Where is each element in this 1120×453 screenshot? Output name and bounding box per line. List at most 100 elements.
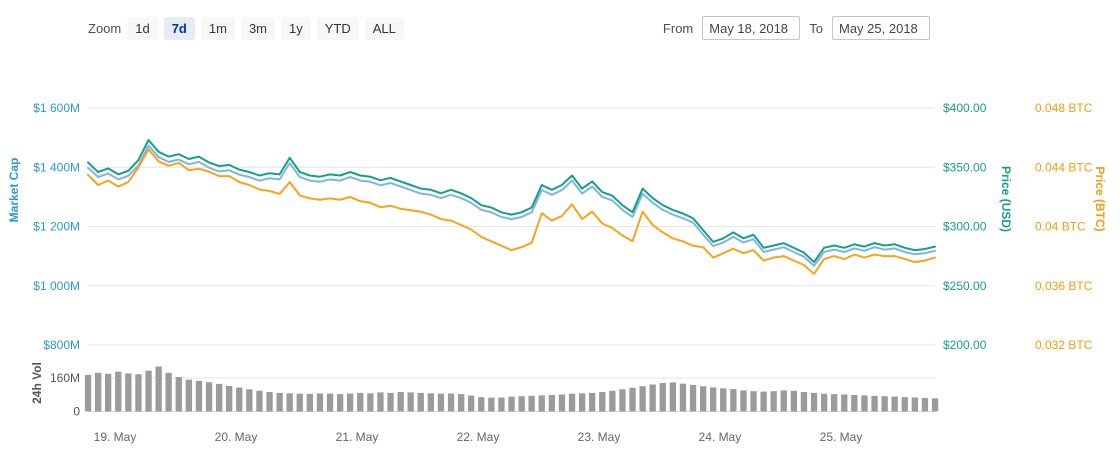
volume-bar	[871, 395, 878, 412]
volume-bar	[649, 384, 656, 412]
volume-bar	[498, 397, 505, 412]
x-tick-label: 21. May	[336, 430, 379, 444]
volume-bar	[256, 390, 263, 412]
price-usd-axis-title: Price (USD)	[999, 165, 1013, 233]
market-cap-tick-label: $1 200M	[33, 220, 80, 234]
price-btc-tick-label: 0.044 BTC	[1035, 160, 1093, 174]
volume-bar	[901, 397, 908, 412]
volume-bar	[518, 396, 525, 412]
volume-bar	[175, 377, 182, 412]
volume-bar	[115, 371, 122, 412]
volume-bar	[306, 393, 313, 412]
volume-bar	[417, 392, 424, 412]
price-btc-line	[87, 148, 936, 275]
volume-bar	[357, 392, 364, 412]
volume-bar	[629, 387, 636, 412]
volume-bar	[266, 392, 273, 412]
market-cap-tick-label: $1 600M	[33, 101, 80, 115]
x-tick-label: 19. May	[94, 430, 137, 444]
zoom-button-ytd[interactable]: YTD	[316, 16, 359, 40]
volume-bar	[246, 389, 253, 412]
volume-bar	[205, 382, 213, 412]
volume-bar	[105, 373, 112, 412]
x-tick-label: 22. May	[457, 430, 500, 444]
volume-bar	[609, 390, 616, 412]
from-date-input[interactable]	[702, 16, 801, 40]
volume-bar	[558, 394, 566, 412]
volume-bar	[397, 392, 404, 412]
volume-bar	[548, 395, 555, 412]
zoom-button-3m[interactable]: 3m	[240, 16, 275, 40]
price-usd-tick-label: $200.00	[943, 338, 987, 352]
x-tick-label: 23. May	[578, 430, 621, 444]
zoom-label: Zoom	[88, 20, 122, 36]
24h-vol-bars	[84, 366, 939, 412]
volume-bar	[276, 392, 283, 412]
volume-bar	[851, 395, 858, 412]
volume-bar	[326, 393, 334, 412]
volume-bar	[347, 393, 354, 412]
zoom-button-1m[interactable]: 1m	[200, 16, 235, 40]
volume-bar	[528, 395, 535, 412]
date-range-controls: From To	[663, 16, 930, 40]
volume-bar	[316, 393, 324, 412]
volume-bar	[921, 397, 929, 412]
volume-bar	[185, 379, 192, 412]
volume-axis-title: 24h Vol	[30, 362, 44, 404]
price-usd-tick-label: $400.00	[943, 101, 987, 115]
volume-bar	[730, 389, 737, 412]
market-cap-tick-label: $1 400M	[33, 160, 80, 174]
zoom-button-all[interactable]: ALL	[364, 16, 404, 40]
volume-bar	[488, 397, 495, 412]
volume-bar	[911, 397, 918, 412]
zoom-controls: Zoom 1d 7d 1m 3m 1y YTD ALL	[88, 16, 404, 40]
volume-bar	[619, 389, 626, 412]
zoom-button-group: 1d 7d 1m 3m 1y YTD ALL	[127, 16, 404, 40]
volume-bar	[689, 384, 697, 412]
volume-bar	[165, 372, 172, 412]
volume-bar	[95, 372, 102, 412]
market-cap-axis-title: Market Cap	[7, 157, 21, 223]
volume-bar	[145, 370, 152, 412]
volume-bar	[881, 396, 888, 412]
volume-bar	[679, 383, 687, 412]
price-usd-tick-label: $300.00	[943, 220, 987, 234]
price-usd-line	[87, 139, 936, 264]
price-usd-tick-label: $250.00	[943, 279, 987, 293]
volume-bar	[377, 392, 384, 412]
market-cap-tick-label: $800M	[43, 338, 80, 352]
market-cap-tick-label: $1 000M	[33, 279, 80, 293]
volume-bar	[810, 392, 818, 412]
volume-bar	[216, 383, 223, 412]
volume-tick-label: 160M	[50, 371, 80, 385]
volume-bar	[710, 387, 717, 412]
to-date-input[interactable]	[832, 16, 930, 40]
to-label: To	[809, 20, 823, 36]
volume-bar	[468, 395, 475, 412]
volume-tick-label: 0	[73, 405, 80, 419]
volume-bar	[669, 382, 676, 412]
price-btc-tick-label: 0.032 BTC	[1035, 338, 1093, 352]
volume-bar	[286, 393, 293, 412]
volume-bar	[407, 392, 414, 412]
volume-bar	[226, 386, 233, 412]
x-tick-label: 25. May	[820, 430, 863, 444]
volume-bar	[599, 392, 606, 412]
volume-bar	[800, 392, 808, 412]
zoom-button-1y[interactable]: 1y	[281, 16, 311, 40]
volume-bar	[155, 366, 162, 412]
market-cap-line	[87, 144, 936, 267]
volume-bar	[931, 398, 939, 412]
zoom-button-7d[interactable]: 7d	[163, 16, 195, 40]
volume-bar	[659, 383, 666, 412]
volume-bar	[367, 393, 374, 412]
volume-bar	[437, 393, 445, 412]
price-btc-axis-title: Price (BTC)	[1093, 166, 1107, 232]
zoom-button-1d[interactable]: 1d	[127, 16, 158, 40]
volume-bar	[236, 387, 243, 412]
volume-bar	[720, 388, 727, 412]
volume-bar	[589, 392, 596, 412]
